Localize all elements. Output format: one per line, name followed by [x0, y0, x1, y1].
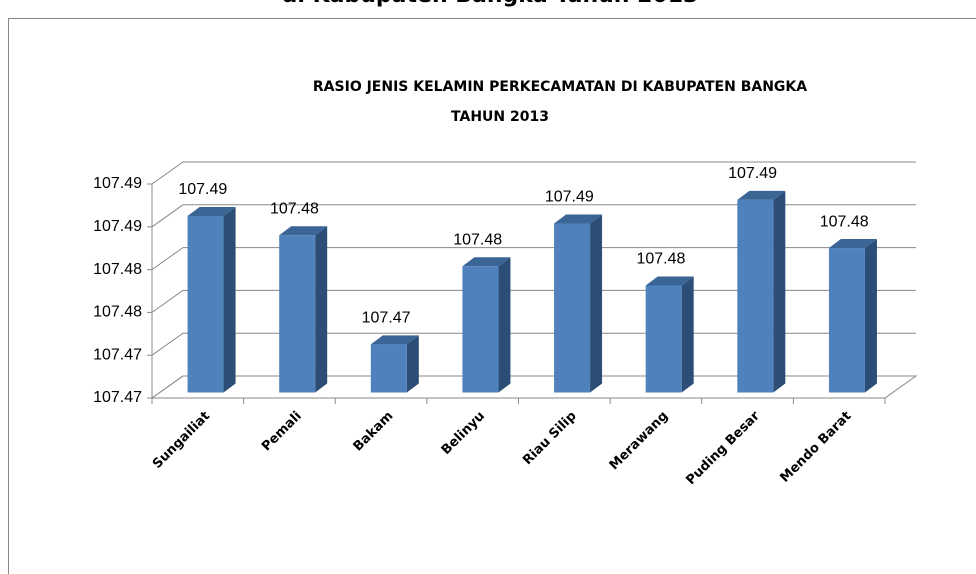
bar — [370, 335, 419, 393]
bar-front — [187, 215, 224, 393]
bar-side — [223, 206, 236, 393]
bar-front — [554, 223, 591, 393]
y-tick-label: 107.49 — [93, 175, 142, 192]
floor — [150, 375, 918, 399]
bar-top — [737, 190, 786, 200]
bar-top — [279, 226, 328, 236]
bar-top — [187, 206, 236, 216]
bar — [645, 276, 694, 393]
grid-line — [151, 161, 916, 185]
grid-line — [151, 204, 916, 228]
value-label: 107.49 — [728, 165, 777, 182]
bar-front — [737, 199, 774, 393]
x-tick-label: Sungailiat — [150, 409, 213, 472]
x-tick-label: Riau Silip — [520, 409, 579, 468]
value-label: 107.48 — [820, 213, 869, 230]
bar-top — [645, 276, 694, 286]
chart-title: RASIO JENIS KELAMIN PERKECAMATAN DI KABU… — [313, 79, 807, 95]
value-label: 107.48 — [270, 200, 319, 217]
bar-top — [370, 335, 419, 345]
bar-side — [681, 276, 694, 393]
x-tick-label: Pemali — [259, 409, 305, 455]
bar — [187, 206, 236, 393]
bar-front — [645, 285, 682, 393]
bar-side — [773, 190, 786, 393]
grid-line — [151, 332, 916, 356]
value-label: 107.48 — [636, 251, 685, 268]
value-label: 107.49 — [178, 181, 227, 198]
y-tick-label: 107.48 — [93, 304, 142, 321]
page-heading: di Kabupaten Bangka Tahun 2013 — [282, 0, 699, 8]
value-label: 107.48 — [453, 231, 502, 248]
bar-side — [864, 239, 877, 393]
bar-front — [828, 248, 865, 393]
bar-front — [370, 344, 407, 393]
x-tick-label: Merawang — [607, 409, 672, 474]
chart-frame — [8, 18, 976, 574]
value-label: 107.49 — [545, 189, 594, 206]
value-label: 107.47 — [362, 310, 411, 327]
grid-line — [151, 375, 916, 399]
bar — [462, 257, 511, 393]
chart-subtitle: TAHUN 2013 — [451, 109, 549, 125]
bar — [737, 190, 786, 393]
bar-front — [279, 235, 316, 393]
bar-side — [498, 257, 511, 393]
x-tick-label: Bakam — [351, 409, 397, 455]
x-tick-label: Puding Besar — [683, 408, 763, 488]
bar — [828, 239, 877, 393]
y-tick-label: 107.48 — [93, 261, 142, 278]
bar-side — [590, 214, 603, 393]
y-tick-label: 107.47 — [93, 346, 142, 363]
bar — [554, 214, 603, 393]
x-tick-label: Mendo Barat — [778, 409, 855, 486]
bar-top — [462, 257, 511, 267]
bar — [279, 226, 328, 393]
bar-side — [406, 335, 419, 393]
grid-line — [151, 247, 916, 271]
y-tick-label: 107.49 — [93, 218, 142, 235]
bar-side — [315, 226, 328, 393]
y-tick-label: 107.47 — [93, 389, 142, 406]
bar-top — [828, 239, 877, 249]
x-tick-label: Belinyu — [439, 409, 488, 458]
bar-top — [554, 214, 603, 224]
bar-front — [462, 266, 499, 393]
grid-line — [151, 289, 916, 313]
